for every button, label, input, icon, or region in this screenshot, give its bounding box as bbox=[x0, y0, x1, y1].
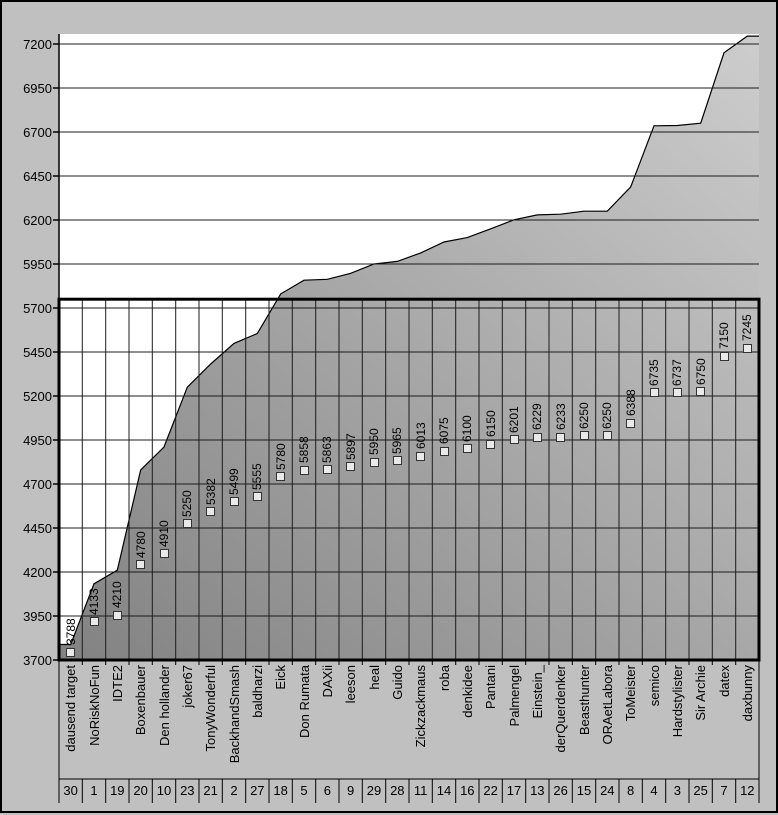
area-edge-line bbox=[59, 35, 759, 646]
